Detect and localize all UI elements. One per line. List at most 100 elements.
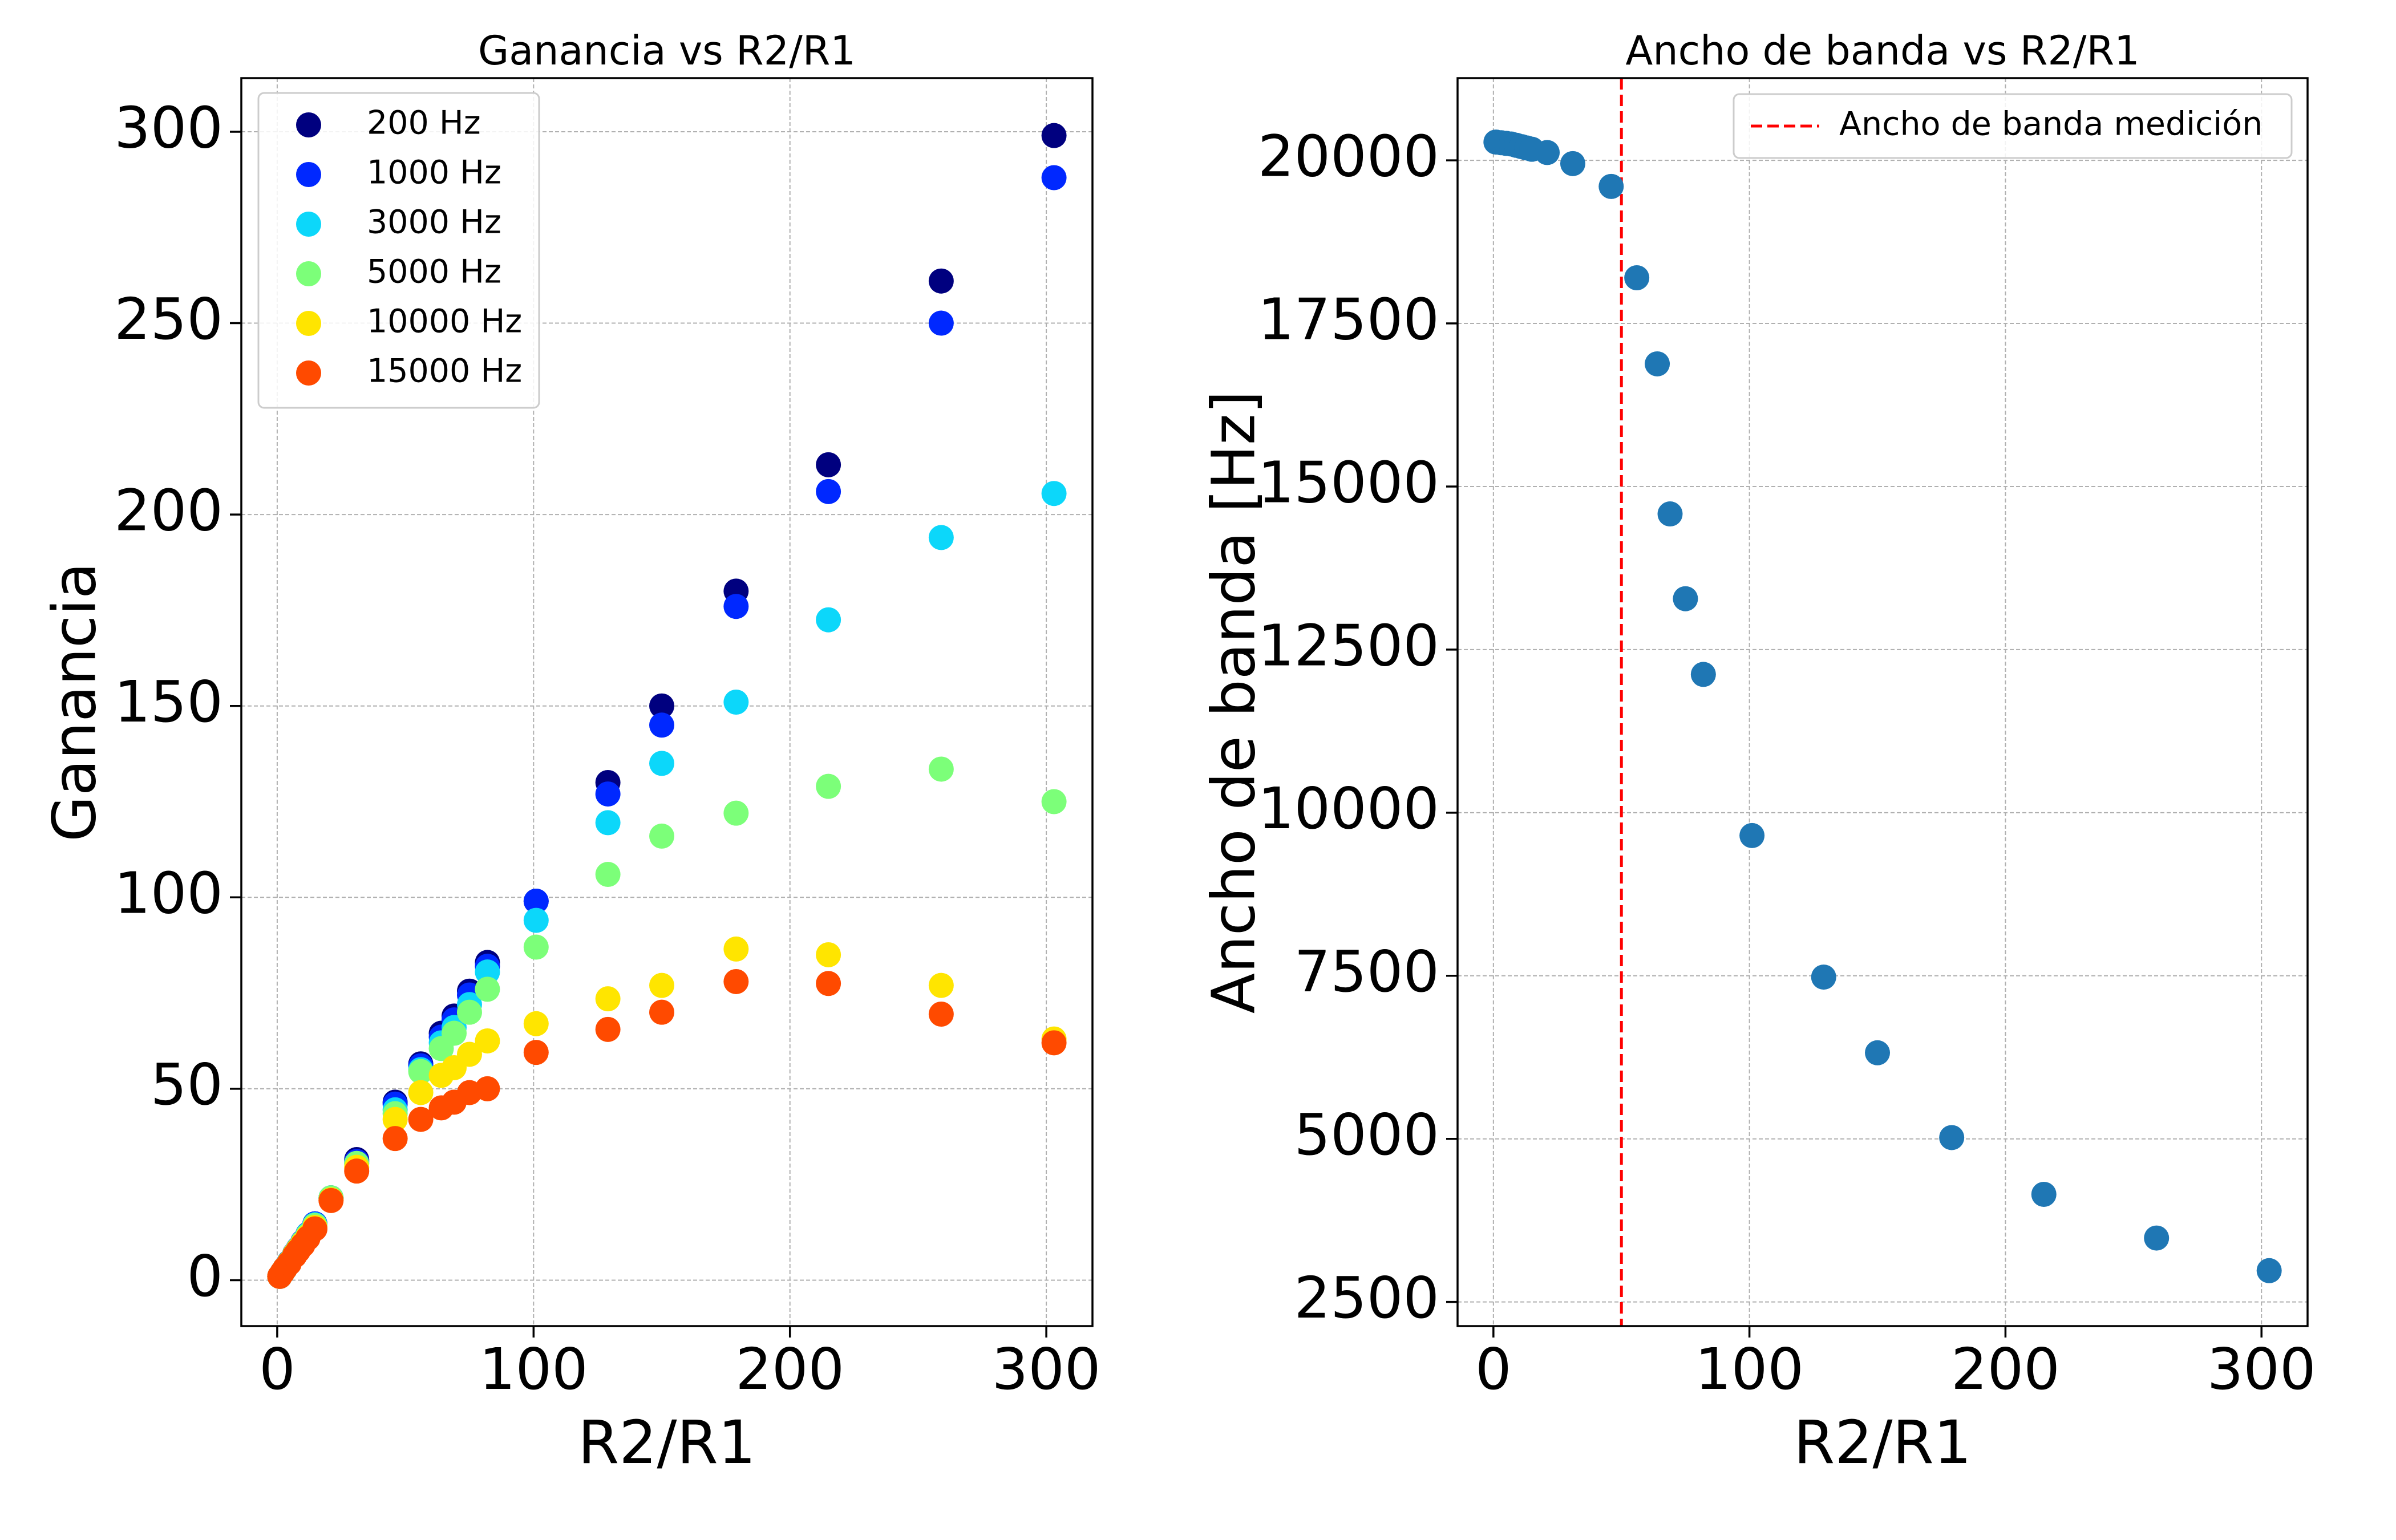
gain-series-4-point bbox=[456, 1041, 482, 1067]
gain-legend-marker bbox=[296, 162, 321, 187]
bandwidth-y-tick-label: 17500 bbox=[1258, 286, 1439, 352]
gain-x-tick-label: 100 bbox=[479, 1336, 588, 1403]
gain-series-5-point bbox=[523, 1040, 549, 1065]
gain-series-5-point bbox=[344, 1158, 370, 1184]
gain-legend-marker bbox=[296, 311, 321, 336]
bandwidth-x-tick-label: 200 bbox=[1951, 1336, 2060, 1403]
gain-legend-box bbox=[257, 92, 540, 409]
bandwidth-series-0-point bbox=[1598, 173, 1624, 199]
gain-series-5-point bbox=[302, 1216, 327, 1242]
gain-legend-marker bbox=[296, 261, 321, 286]
gain-series-2-point bbox=[816, 607, 841, 633]
bandwidth-series-0-point bbox=[1811, 964, 1836, 990]
bandwidth-plot: 0 100 200 300 2500 5000 7500 10000 12500 15000 175… bbox=[1199, 27, 2316, 1477]
gain-y-tick-label: 250 bbox=[114, 286, 223, 352]
gain-legend-label: 5000 Hz bbox=[367, 253, 501, 291]
gain-legend-marker bbox=[296, 112, 321, 137]
gain-series-0-point bbox=[928, 268, 954, 294]
gain-series-5-point bbox=[475, 1076, 500, 1101]
gain-series-2-point bbox=[523, 907, 549, 933]
gain-series-5-point bbox=[408, 1107, 434, 1132]
gain-series-3-point bbox=[442, 1020, 467, 1046]
bandwidth-series-0-point bbox=[1865, 1040, 1891, 1065]
bandwidth-y-tick-label: 10000 bbox=[1258, 775, 1439, 842]
gain-y-axis-label: Ganancia bbox=[39, 562, 109, 842]
gain-series-5-point bbox=[382, 1126, 408, 1152]
gain-series-5-point bbox=[1041, 1030, 1067, 1056]
bandwidth-y-tick-label: 5000 bbox=[1294, 1101, 1440, 1168]
gain-series-4-point bbox=[723, 936, 749, 962]
bandwidth-chart-title: Ancho de banda vs R2/R1 bbox=[1625, 27, 2139, 74]
gain-series-2-point bbox=[723, 690, 749, 715]
bandwidth-series-0-point bbox=[2031, 1181, 2057, 1207]
gain-series-5-point bbox=[723, 968, 749, 994]
bandwidth-series-0-point bbox=[1535, 140, 1560, 165]
bandwidth-series-0-point bbox=[1690, 662, 1716, 687]
gain-legend-marker bbox=[296, 360, 321, 386]
gain-y-tick-label: 50 bbox=[151, 1051, 223, 1118]
bandwidth-y-tick-label: 12500 bbox=[1258, 612, 1439, 679]
gain-series-4-point bbox=[816, 942, 841, 967]
gain-series-3-point bbox=[1041, 789, 1067, 814]
gain-plot-frame bbox=[240, 77, 1094, 1327]
bandwidth-series-0-point bbox=[1624, 265, 1650, 290]
gain-legend: 200 Hz 1000 Hz 3000 Hz 5000 Hz 10000 Hz 15000… bbox=[257, 92, 540, 409]
gain-series-0-point bbox=[1041, 123, 1067, 148]
bandwidth-series-0-point bbox=[1739, 822, 1765, 848]
gain-series-5-point bbox=[928, 1002, 954, 1027]
gain-series-2-point bbox=[595, 810, 621, 836]
gain-series-3-point bbox=[816, 773, 841, 799]
bandwidth-y-tick-label: 15000 bbox=[1258, 449, 1439, 516]
gain-series-1-point bbox=[523, 889, 549, 914]
gain-series-5-point bbox=[595, 1016, 621, 1042]
gain-series-3-point bbox=[475, 976, 500, 1002]
gain-series-5-point bbox=[318, 1188, 344, 1213]
gain-series-1-point bbox=[723, 594, 749, 619]
gain-series-2-point bbox=[1041, 481, 1067, 506]
bandwidth-series-0-point bbox=[2144, 1225, 2170, 1251]
gain-y-tick-label: 150 bbox=[114, 668, 223, 735]
gain-series-4-point bbox=[475, 1028, 500, 1053]
gain-legend-label: 3000 Hz bbox=[367, 204, 501, 241]
gain-x-tick-label: 200 bbox=[735, 1336, 844, 1403]
gain-series-0-point bbox=[816, 452, 841, 477]
bandwidth-series-0-point bbox=[1645, 351, 1670, 376]
gain-y-tick-label: 0 bbox=[187, 1243, 223, 1310]
bandwidth-plot-frame bbox=[1456, 77, 2309, 1327]
gain-series-0-point bbox=[649, 693, 675, 719]
bandwidth-series-0-point bbox=[1673, 586, 1698, 611]
bandwidth-x-axis-label: R2/R1 bbox=[1794, 1408, 1972, 1477]
gain-legend-label: 15000 Hz bbox=[367, 352, 522, 390]
gain-series-4-point bbox=[928, 972, 954, 998]
bandwidth-series-0-point bbox=[1560, 151, 1585, 176]
bandwidth-x-tick-label: 0 bbox=[1475, 1336, 1512, 1403]
gain-series-1-point bbox=[1041, 165, 1067, 191]
gain-series-3-point bbox=[595, 862, 621, 887]
gain-series-2-point bbox=[649, 751, 675, 776]
bandwidth-legend: Ancho de banda medición bbox=[1733, 93, 2293, 159]
bandwidth-legend-label: Ancho de banda medición bbox=[1839, 106, 2263, 143]
gain-y-tick-label: 100 bbox=[114, 860, 223, 927]
gain-series-4-point bbox=[382, 1107, 408, 1132]
gain-series-3-point bbox=[928, 756, 954, 782]
gain-legend-marker bbox=[296, 212, 321, 237]
gain-x-axis-label: R2/R1 bbox=[578, 1408, 756, 1477]
gain-series-3-point bbox=[456, 999, 482, 1025]
bandwidth-y-tick-label: 2500 bbox=[1294, 1265, 1440, 1331]
bandwidth-x-tick-label: 300 bbox=[2207, 1336, 2316, 1403]
gain-plot: 0 100 200 300 0 50 100 150 200 250 300 Ganancia vs… bbox=[39, 27, 1100, 1477]
bandwidth-series-0-point bbox=[1657, 501, 1683, 527]
bandwidth-x-tick-label: 100 bbox=[1695, 1336, 1804, 1403]
bandwidth-series-0-point bbox=[2256, 1258, 2282, 1283]
gain-series-2-point bbox=[475, 959, 500, 985]
bandwidth-y-tick-label: 20000 bbox=[1258, 123, 1439, 189]
gain-series-1-point bbox=[595, 781, 621, 807]
bandwidth-series-0-point bbox=[1939, 1125, 1965, 1150]
gain-series-2-point bbox=[928, 525, 954, 550]
gain-y-tick-label: 300 bbox=[114, 94, 223, 161]
gain-series-4-point bbox=[649, 972, 675, 998]
gain-y-tick-label: 200 bbox=[114, 477, 223, 544]
gain-chart-title: Ganancia vs R2/R1 bbox=[478, 27, 856, 74]
gain-series-4-point bbox=[523, 1011, 549, 1036]
